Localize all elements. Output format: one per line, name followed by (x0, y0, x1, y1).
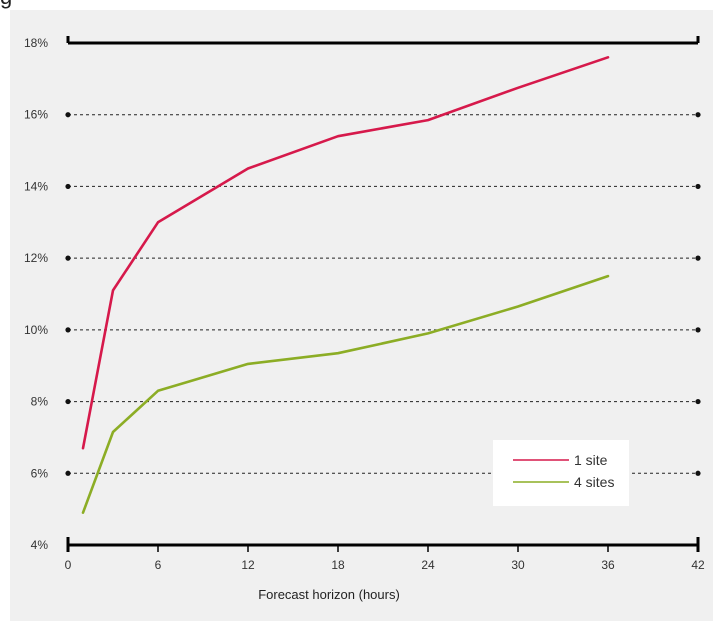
y-tick-label: 8% (31, 395, 49, 409)
y-tick-label: 12% (24, 251, 48, 265)
legend-label: 1 site (574, 452, 608, 468)
y-axis-ticks: 4% 6% 8% 10% 12% 14% 16% 18% (24, 36, 48, 552)
legend-box (493, 440, 629, 506)
x-axis-ticks: 0 6 12 18 24 30 36 42 (65, 537, 705, 572)
gridline-dot (65, 398, 71, 405)
line-chart: 4% 6% 8% 10% 12% 14% 16% 18% 0 6 12 18 24 30 36 42 For… (24, 36, 705, 602)
series-lines (81, 55, 610, 515)
x-axis-title: Forecast horizon (hours) (258, 587, 400, 602)
x-tick-label: 18 (331, 558, 345, 572)
axes (66, 36, 700, 547)
y-tick-label: 18% (24, 36, 48, 50)
y-tick-label: 10% (24, 323, 48, 337)
gridlines (65, 112, 701, 476)
gridline-dot (65, 112, 71, 118)
gridline-dot (695, 112, 701, 118)
gridline-dot (65, 183, 71, 190)
gridline-dot (695, 327, 701, 333)
x-tick-label: 24 (421, 558, 435, 572)
y-tick-label: 4% (31, 538, 49, 552)
x-tick-label: 36 (601, 558, 615, 572)
y-tick-label: 6% (31, 466, 49, 480)
legend: 1 site 4 sites (493, 440, 629, 506)
x-tick-label: 0 (65, 558, 72, 572)
x-tick-label: 12 (241, 558, 255, 572)
top-strip: g (0, 0, 713, 10)
y-tick-label: 14% (24, 179, 48, 193)
series-line (81, 274, 610, 515)
chart-panel: 4% 6% 8% 10% 12% 14% 16% 18% 0 6 12 18 24 30 36 42 For… (10, 10, 713, 621)
legend-label: 4 sites (574, 474, 614, 490)
x-tick-label: 42 (691, 558, 705, 572)
gridline-dot (65, 470, 71, 476)
x-tick-label: 30 (511, 558, 525, 572)
gridline-dot (695, 398, 701, 405)
x-tick-label: 6 (155, 558, 162, 572)
gridline-dot (695, 470, 701, 476)
series-line (81, 55, 610, 450)
gridline-dot (65, 255, 71, 261)
gridline-dot (695, 183, 701, 190)
gridline-dot (695, 255, 701, 261)
gridline-dot (65, 327, 71, 333)
y-tick-label: 16% (24, 108, 48, 122)
top-text-fragment: g (0, 0, 12, 8)
